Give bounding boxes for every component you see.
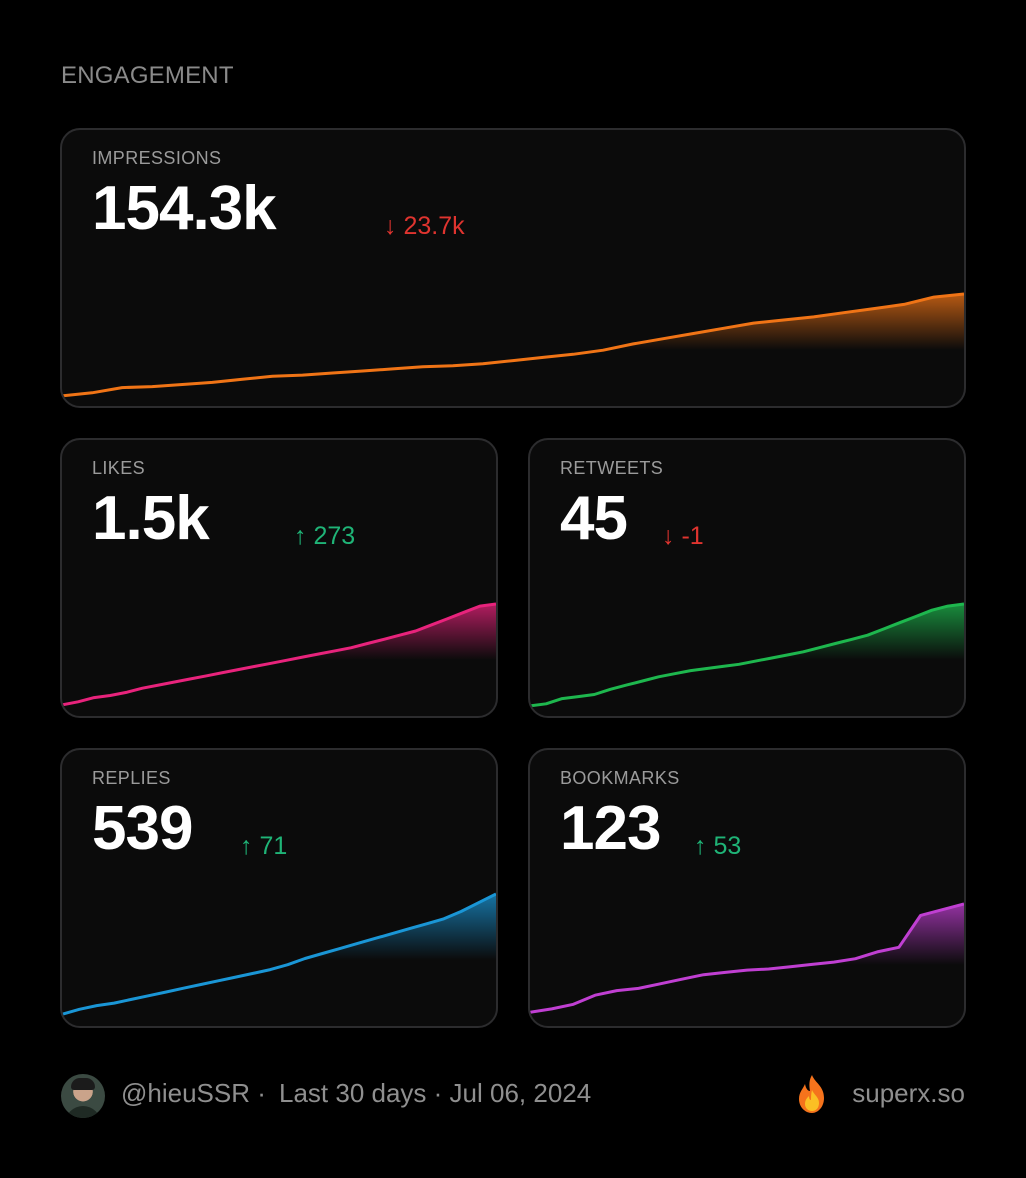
- date-range-meta: Last 30 days · Jul 06, 2024: [279, 1078, 592, 1108]
- likes-area: [62, 604, 496, 716]
- replies-area: [62, 894, 496, 1026]
- impressions-area: [62, 294, 964, 406]
- replies-line: [62, 892, 496, 1016]
- retweets-line: [530, 602, 964, 708]
- likes-sparkline: [62, 602, 496, 716]
- bookmarks-sparkline: [530, 902, 964, 1026]
- bookmarks-area: [530, 904, 964, 1026]
- bookmarks-line: [530, 902, 964, 1014]
- retweets-card: RETWEETS 45 ↓ -1: [528, 438, 966, 718]
- replies-value: 539: [92, 794, 193, 863]
- impressions-card: IMPRESSIONS 154.3k ↓ 23.7k: [60, 128, 966, 408]
- bookmarks-card: BOOKMARKS 123 ↑ 53: [528, 748, 966, 1028]
- replies-card: REPLIES 539 ↑ 71: [60, 748, 498, 1028]
- footer: @hieuSSR · Last 30 days · Jul 06, 2024 s…: [61, 1072, 965, 1118]
- avatar[interactable]: [61, 1074, 105, 1118]
- retweets-value: 45: [560, 484, 628, 553]
- brand-link[interactable]: superx.so: [852, 1078, 965, 1108]
- likes-card: LIKES 1.5k ↑ 273: [60, 438, 498, 718]
- replies-sparkline: [62, 892, 496, 1026]
- likes-label: LIKES: [92, 458, 146, 478]
- likes-delta: ↑ 273: [294, 522, 356, 550]
- bookmarks-delta: ↑ 53: [694, 832, 742, 860]
- section-title: ENGAGEMENT: [61, 62, 234, 89]
- bookmarks-value: 123: [560, 794, 661, 863]
- likes-line: [62, 602, 496, 707]
- replies-delta: ↑ 71: [240, 832, 288, 860]
- impressions-delta: ↓ 23.7k: [384, 212, 465, 240]
- likes-value: 1.5k: [92, 484, 210, 553]
- fire-icon: [799, 1075, 824, 1113]
- retweets-label: RETWEETS: [560, 458, 664, 478]
- replies-label: REPLIES: [92, 768, 171, 788]
- impressions-line: [62, 292, 964, 398]
- impressions-label: IMPRESSIONS: [92, 148, 222, 168]
- impressions-sparkline: [62, 292, 964, 406]
- bookmarks-label: BOOKMARKS: [560, 768, 680, 788]
- user-handle[interactable]: @hieuSSR ·: [121, 1078, 266, 1108]
- retweets-delta: ↓ -1: [662, 522, 704, 550]
- retweets-sparkline: [530, 602, 964, 716]
- retweets-area: [530, 604, 964, 716]
- impressions-value: 154.3k: [92, 174, 277, 243]
